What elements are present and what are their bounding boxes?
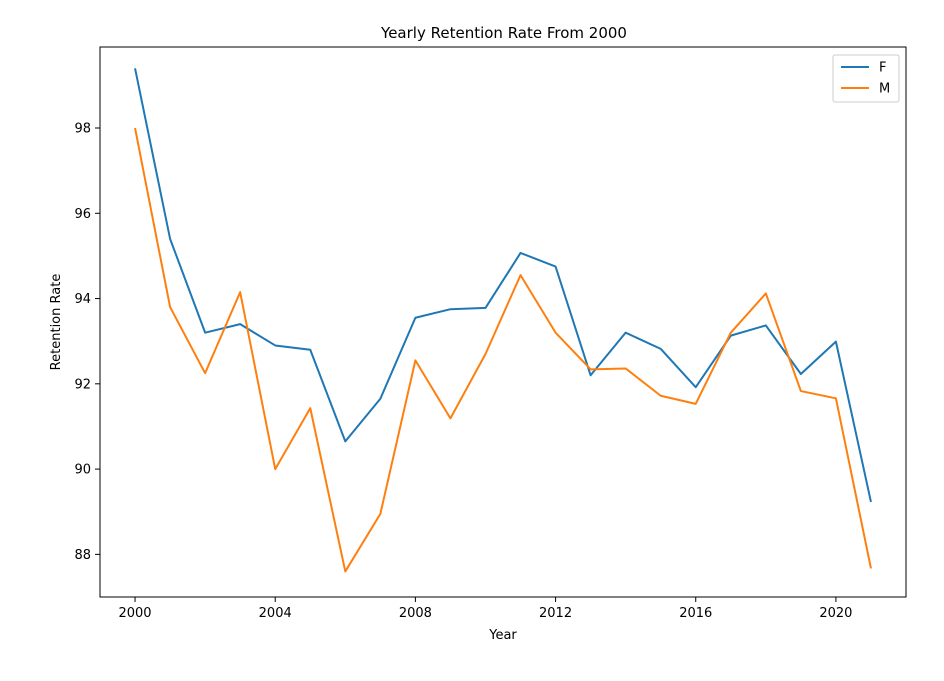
chart-title: Yearly Retention Rate From 2000 (380, 24, 627, 42)
series-line-M (134, 127, 872, 573)
x-tick-label: 2000 (118, 606, 151, 621)
x-tick-label: 2012 (539, 606, 572, 621)
y-tick-label: 98 (74, 122, 91, 137)
x-tick-label: 2020 (819, 606, 852, 621)
x-axis: 2000 2004 2008 2012 2016 2020 (118, 597, 852, 621)
legend-label-F: F (879, 61, 886, 76)
series-layer (134, 68, 872, 573)
y-tick-label: 96 (74, 207, 91, 222)
x-tick-label: 2016 (679, 606, 712, 621)
x-axis-label: Year (488, 628, 517, 643)
y-axis: 88 90 92 94 96 98 (74, 122, 100, 563)
y-tick-label: 88 (74, 548, 91, 563)
plot-area (99, 46, 907, 598)
series-line-F (134, 68, 872, 503)
y-tick-label: 94 (74, 292, 91, 307)
y-tick-label: 90 (74, 463, 91, 478)
y-tick-label: 92 (74, 377, 91, 392)
y-axis-label: Retention Rate (49, 274, 64, 371)
legend-label-M: M (879, 82, 890, 97)
x-tick-label: 2008 (399, 606, 432, 621)
legend: FM (832, 54, 900, 103)
x-tick-label: 2004 (259, 606, 292, 621)
